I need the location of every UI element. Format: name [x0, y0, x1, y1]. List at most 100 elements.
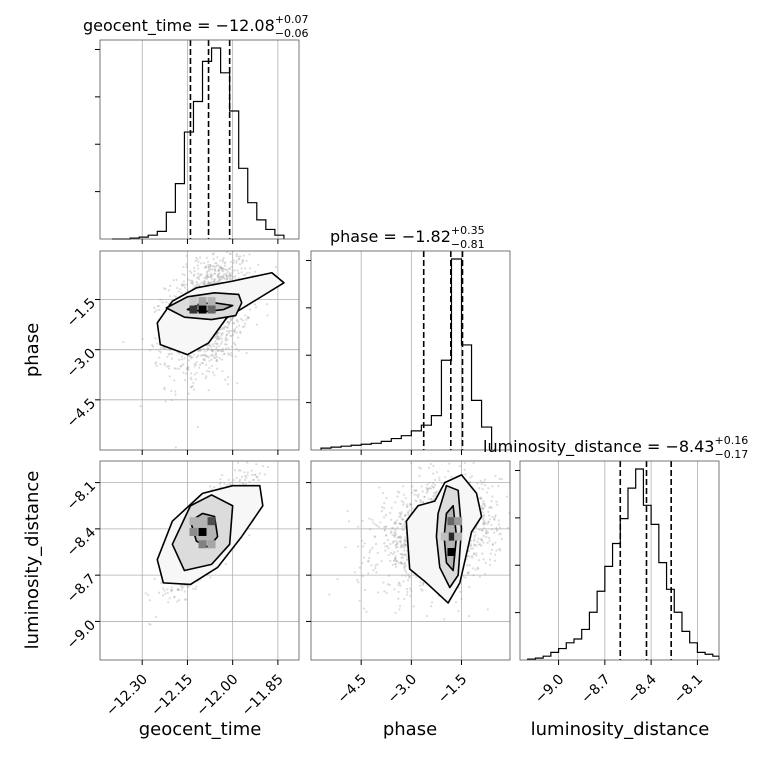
- sample-point: [399, 541, 402, 544]
- title-param-name: geocent_time: [83, 16, 192, 36]
- y-tick-label: −3.0: [64, 345, 99, 380]
- sample-point: [399, 535, 402, 538]
- sample-point: [416, 494, 419, 497]
- sample-point: [237, 258, 241, 261]
- sample-point: [215, 346, 218, 349]
- sample-point: [221, 347, 224, 350]
- sample-point: [204, 354, 207, 357]
- x-tick-label: −8.1: [671, 672, 706, 707]
- sample-point: [236, 461, 240, 464]
- sample-point: [230, 318, 233, 321]
- sample-point: [204, 376, 207, 380]
- sample-point: [394, 557, 397, 560]
- sample-point: [458, 590, 462, 593]
- sample-point: [229, 277, 233, 281]
- sample-point: [235, 254, 238, 258]
- sample-point: [208, 359, 211, 362]
- sample-point: [328, 593, 331, 596]
- sample-point: [219, 481, 222, 484]
- sample-point: [225, 334, 228, 337]
- sample-point: [224, 261, 227, 264]
- sample-point: [404, 574, 407, 577]
- sample-point: [218, 357, 221, 360]
- sample-point: [249, 248, 251, 250]
- sample-point: [219, 259, 222, 262]
- sample-point: [178, 352, 181, 355]
- sample-point: [208, 281, 211, 285]
- sample-point: [421, 589, 424, 592]
- sample-point: [377, 591, 380, 594]
- sample-point: [391, 552, 394, 556]
- sample-point: [225, 274, 228, 277]
- sample-point: [246, 316, 249, 319]
- sample-point: [406, 505, 409, 508]
- sample-point: [198, 275, 201, 278]
- sample-point: [498, 526, 501, 529]
- sample-point: [205, 256, 208, 259]
- sample-point: [472, 567, 475, 570]
- sample-point: [426, 483, 429, 486]
- sample-point: [216, 273, 219, 277]
- sample-point: [464, 576, 467, 579]
- sample-point: [203, 358, 206, 361]
- sample-point: [229, 319, 232, 322]
- sample-point: [403, 514, 406, 518]
- sample-point: [478, 528, 481, 532]
- sample-point: [476, 540, 479, 543]
- sample-point: [361, 561, 364, 565]
- sample-point: [212, 280, 216, 283]
- sample-point: [438, 476, 441, 479]
- sample-point: [376, 551, 379, 555]
- sample-point: [209, 263, 212, 267]
- sample-point: [425, 491, 428, 495]
- sample-point: [231, 322, 234, 325]
- sample-point: [244, 474, 247, 478]
- sample-point: [376, 563, 379, 566]
- sample-point: [447, 470, 450, 473]
- sample-point: [470, 475, 474, 478]
- sample-point: [515, 529, 517, 531]
- sample-point: [167, 364, 171, 368]
- sample-point: [221, 332, 224, 335]
- sample-point: [229, 274, 232, 278]
- sample-point: [174, 446, 177, 449]
- sample-point: [418, 466, 421, 469]
- sample-point: [266, 314, 269, 317]
- sample-point: [220, 327, 223, 330]
- sample-point: [394, 611, 397, 615]
- sample-point: [417, 493, 420, 496]
- sample-point: [399, 552, 402, 556]
- sample-point: [241, 481, 244, 485]
- sample-point: [220, 275, 224, 279]
- sample-point: [170, 398, 173, 402]
- sample-point: [421, 583, 425, 586]
- sample-point: [164, 400, 167, 403]
- sample-point: [238, 478, 242, 481]
- sample-point: [423, 495, 426, 498]
- sample-point: [368, 556, 371, 560]
- sample-point: [468, 544, 472, 548]
- sample-point: [216, 349, 219, 353]
- sample-point: [386, 583, 390, 586]
- sample-point: [474, 533, 477, 537]
- sample-point: [228, 252, 232, 255]
- sample-point: [488, 518, 492, 521]
- panel-border: [310, 460, 511, 661]
- sample-point: [240, 267, 243, 270]
- sample-point: [389, 511, 392, 515]
- sample-point: [392, 541, 395, 544]
- sample-point: [344, 546, 347, 549]
- sample-point: [227, 320, 230, 324]
- sample-point: [480, 528, 484, 532]
- x-tick-label: −8.4: [625, 671, 660, 706]
- sample-point: [436, 490, 439, 493]
- sample-point: [398, 582, 401, 585]
- sample-point: [408, 509, 411, 512]
- sample-point: [422, 582, 425, 585]
- sample-point: [227, 347, 230, 350]
- sample-point: [180, 585, 183, 589]
- sample-point: [430, 601, 434, 604]
- sample-point: [205, 363, 208, 366]
- sample-point: [238, 263, 242, 266]
- sample-point: [190, 357, 193, 360]
